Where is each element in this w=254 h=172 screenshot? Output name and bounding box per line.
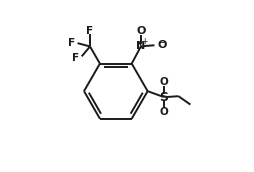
Text: O: O: [157, 40, 167, 50]
Text: F: F: [68, 38, 75, 48]
Text: −: −: [158, 38, 165, 47]
Text: S: S: [159, 90, 168, 104]
Text: O: O: [136, 26, 146, 36]
Text: +: +: [142, 37, 148, 46]
Text: N: N: [136, 41, 146, 51]
Text: F: F: [72, 53, 80, 63]
Text: F: F: [86, 26, 93, 36]
Text: O: O: [160, 107, 168, 117]
Text: O: O: [160, 77, 168, 87]
